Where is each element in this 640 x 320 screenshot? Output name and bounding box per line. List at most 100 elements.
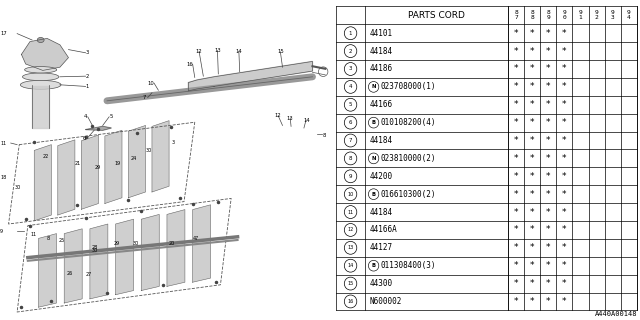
Text: 19: 19 — [115, 161, 121, 166]
Text: *: * — [546, 29, 550, 38]
Text: *: * — [530, 65, 534, 74]
Polygon shape — [152, 121, 169, 192]
Text: *: * — [546, 118, 550, 127]
Polygon shape — [58, 140, 75, 215]
Text: *: * — [546, 154, 550, 163]
Text: PARTS CORD: PARTS CORD — [408, 11, 465, 20]
Text: *: * — [546, 243, 550, 252]
Text: 18: 18 — [0, 175, 6, 180]
Text: *: * — [546, 65, 550, 74]
Text: 12: 12 — [196, 49, 202, 54]
Text: 21: 21 — [75, 161, 81, 166]
Text: 30: 30 — [132, 241, 139, 246]
Text: *: * — [530, 225, 534, 235]
Text: *: * — [530, 243, 534, 252]
Text: 5: 5 — [109, 114, 113, 119]
Text: 9: 9 — [349, 174, 352, 179]
Text: *: * — [530, 190, 534, 199]
Text: 6: 6 — [83, 136, 86, 141]
Ellipse shape — [24, 67, 57, 73]
Text: *: * — [530, 261, 534, 270]
Text: 5: 5 — [349, 102, 352, 107]
Text: *: * — [562, 47, 566, 56]
Text: *: * — [514, 208, 518, 217]
Text: *: * — [514, 47, 518, 56]
Text: 11: 11 — [0, 140, 6, 146]
Text: 9
4: 9 4 — [627, 10, 631, 20]
Text: 44166A: 44166A — [369, 225, 397, 235]
Text: 17: 17 — [0, 31, 7, 36]
Text: 47: 47 — [193, 236, 199, 241]
Text: 4: 4 — [83, 114, 87, 119]
Text: 30: 30 — [92, 248, 99, 253]
Text: 3: 3 — [86, 50, 89, 55]
Text: *: * — [562, 190, 566, 199]
Text: N: N — [371, 84, 376, 89]
Text: 016610300(2): 016610300(2) — [380, 190, 436, 199]
Text: 8
8: 8 8 — [531, 10, 534, 20]
Text: *: * — [514, 172, 518, 181]
Text: 29: 29 — [113, 241, 120, 246]
Text: 023810000(2): 023810000(2) — [380, 154, 436, 163]
Text: 44101: 44101 — [369, 29, 392, 38]
Text: 27: 27 — [86, 272, 92, 277]
Text: *: * — [546, 172, 550, 181]
Text: 011308400(3): 011308400(3) — [380, 261, 436, 270]
Text: *: * — [514, 82, 518, 92]
Text: *: * — [546, 82, 550, 92]
Text: *: * — [514, 190, 518, 199]
Text: 3: 3 — [172, 140, 174, 145]
Text: 2: 2 — [86, 74, 89, 79]
Text: *: * — [530, 82, 534, 92]
Text: *: * — [562, 82, 566, 92]
Text: 8: 8 — [323, 132, 326, 138]
Polygon shape — [81, 135, 99, 209]
Text: 22: 22 — [43, 154, 49, 159]
Text: *: * — [546, 100, 550, 109]
Text: *: * — [562, 118, 566, 127]
Text: *: * — [562, 100, 566, 109]
Polygon shape — [193, 205, 211, 282]
Text: *: * — [530, 47, 534, 56]
Text: 28: 28 — [92, 244, 99, 250]
Text: 13: 13 — [348, 245, 354, 250]
Polygon shape — [116, 219, 134, 295]
Text: 25: 25 — [59, 238, 65, 243]
Text: 023708000(1): 023708000(1) — [380, 82, 436, 92]
Text: *: * — [562, 208, 566, 217]
Text: *: * — [530, 100, 534, 109]
Text: 7: 7 — [143, 95, 146, 100]
Text: 44186: 44186 — [369, 65, 392, 74]
Text: 44184: 44184 — [369, 208, 392, 217]
Text: 3: 3 — [349, 67, 352, 71]
Text: *: * — [530, 118, 534, 127]
Text: *: * — [530, 172, 534, 181]
Text: *: * — [562, 65, 566, 74]
Text: *: * — [562, 225, 566, 235]
Text: 9
1: 9 1 — [579, 10, 582, 20]
Text: 9
2: 9 2 — [595, 10, 598, 20]
Text: *: * — [514, 65, 518, 74]
Polygon shape — [167, 210, 185, 286]
Text: N: N — [371, 156, 376, 161]
Text: *: * — [562, 172, 566, 181]
Text: *: * — [546, 225, 550, 235]
Text: 30: 30 — [15, 185, 21, 190]
Polygon shape — [141, 214, 159, 291]
Text: *: * — [562, 154, 566, 163]
Text: 16: 16 — [186, 61, 193, 67]
Text: B: B — [372, 263, 376, 268]
Text: 7: 7 — [349, 138, 352, 143]
Polygon shape — [64, 229, 82, 303]
Text: 24: 24 — [131, 156, 137, 161]
Text: *: * — [530, 29, 534, 38]
Text: *: * — [562, 279, 566, 288]
Text: 20: 20 — [169, 241, 175, 246]
Polygon shape — [21, 38, 68, 70]
Text: *: * — [562, 136, 566, 145]
Text: *: * — [562, 297, 566, 306]
Text: 44200: 44200 — [369, 172, 392, 181]
Text: *: * — [514, 279, 518, 288]
Text: *: * — [562, 243, 566, 252]
Text: *: * — [546, 297, 550, 306]
